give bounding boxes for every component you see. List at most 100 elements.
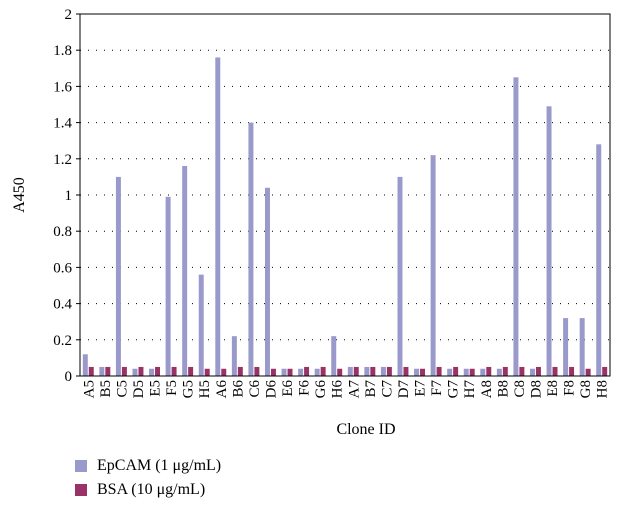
bar-bsa-B8 bbox=[502, 366, 508, 376]
x-tick-label: H7 bbox=[462, 380, 478, 399]
bar-bsa-E7 bbox=[420, 368, 425, 376]
x-tick-label: F6 bbox=[297, 380, 313, 396]
bar-epcam-E8 bbox=[546, 106, 552, 376]
legend-item-bsa: BSA (10 μg/mL) bbox=[75, 478, 221, 502]
bar-bsa-D8 bbox=[535, 366, 541, 376]
legend-label-epcam: EpCAM (1 μg/mL) bbox=[97, 457, 222, 474]
x-tick-label: G6 bbox=[313, 380, 329, 399]
bar-epcam-F8 bbox=[563, 318, 569, 376]
x-tick-label: F8 bbox=[562, 380, 578, 396]
legend-label-bsa: BSA (10 μg/mL) bbox=[97, 481, 206, 498]
bar-epcam-G5 bbox=[182, 166, 188, 376]
x-tick-label: B5 bbox=[98, 380, 114, 398]
bar-bsa-H6 bbox=[337, 368, 343, 376]
bar-bsa-G5 bbox=[188, 366, 194, 376]
x-tick-label: B8 bbox=[495, 380, 511, 398]
y-tick-label: 1.4 bbox=[53, 116, 72, 132]
x-tick-label: A7 bbox=[346, 380, 362, 399]
bar-bsa-E8 bbox=[552, 366, 558, 376]
y-axis-title: A450 bbox=[11, 177, 28, 213]
x-tick-label: C8 bbox=[512, 380, 528, 398]
bar-bsa-E5 bbox=[155, 366, 160, 376]
grid-lines bbox=[80, 49, 610, 341]
bar-epcam-H8 bbox=[596, 144, 602, 376]
bar-bsa-B5 bbox=[105, 366, 111, 376]
x-axis-title: Clone ID bbox=[336, 421, 395, 438]
x-tick-label: B6 bbox=[230, 380, 246, 398]
bar-epcam-F5 bbox=[165, 196, 171, 376]
bar-bsa-G8 bbox=[585, 368, 591, 376]
bar-bsa-C7 bbox=[386, 366, 392, 376]
bar-epcam-H7 bbox=[463, 368, 469, 376]
y-tick-label: 1.6 bbox=[53, 79, 72, 95]
bar-epcam-C8 bbox=[513, 77, 519, 376]
bar-bsa-B6 bbox=[237, 366, 243, 376]
x-tick-label: C5 bbox=[114, 380, 130, 398]
x-tick-label: D5 bbox=[131, 380, 147, 398]
bar-bsa-H5 bbox=[204, 368, 210, 376]
bar-bsa-F6 bbox=[304, 366, 310, 376]
y-tick-label: 0.4 bbox=[53, 297, 72, 313]
x-tick-label: A5 bbox=[81, 380, 97, 398]
legend-item-epcam: EpCAM (1 μg/mL) bbox=[75, 454, 221, 478]
x-tick-label: D8 bbox=[528, 380, 544, 398]
legend-swatch-bsa bbox=[75, 484, 87, 496]
x-tick-label: A8 bbox=[479, 380, 495, 398]
x-tick-label: F5 bbox=[164, 380, 180, 396]
bar-epcam-G8 bbox=[579, 318, 585, 376]
bar-bsa-H7 bbox=[469, 368, 475, 376]
y-tick-label: 0 bbox=[65, 369, 73, 385]
bar-bsa-G6 bbox=[320, 366, 326, 376]
x-axis-ticks: A5 B5 C5 D5 E5 F5 G5 H5 A6 B6 C6 D6 E6 F6 G6 H6 A7 B7 C7 D7… bbox=[81, 380, 610, 399]
x-tick-label: H6 bbox=[330, 380, 346, 399]
bar-epcam-A6 bbox=[215, 57, 221, 376]
bar-bsa-D7 bbox=[403, 366, 409, 376]
bar-bsa-F5 bbox=[171, 366, 177, 376]
x-tick-label: E8 bbox=[545, 380, 561, 397]
y-tick-label: 0.8 bbox=[53, 224, 72, 240]
x-tick-label: A6 bbox=[214, 380, 230, 399]
bar-bsa-F8 bbox=[569, 366, 575, 376]
bar-bsa-A5 bbox=[88, 366, 94, 376]
bars bbox=[82, 57, 608, 376]
bar-epcam-G6 bbox=[314, 368, 320, 376]
y-tick-label: 1.8 bbox=[53, 43, 72, 59]
bar-epcam-B6 bbox=[231, 336, 237, 376]
legend: EpCAM (1 μg/mL) BSA (10 μg/mL) bbox=[75, 454, 221, 502]
x-tick-label: G8 bbox=[578, 380, 594, 398]
bar-epcam-E5 bbox=[149, 368, 155, 376]
x-tick-label: F7 bbox=[429, 380, 445, 396]
x-tick-label: H5 bbox=[197, 380, 213, 398]
x-tick-label: H8 bbox=[595, 380, 611, 398]
bar-epcam-H6 bbox=[331, 336, 337, 376]
x-tick-label: D6 bbox=[263, 380, 279, 399]
bar-bsa-D5 bbox=[138, 366, 144, 376]
bar-epcam-D7 bbox=[397, 176, 403, 376]
bar-epcam-B7 bbox=[364, 366, 370, 376]
x-tick-label: E7 bbox=[413, 380, 429, 397]
bar-bsa-B7 bbox=[370, 366, 376, 376]
y-tick-label: 1.2 bbox=[53, 152, 72, 168]
legend-swatch-epcam bbox=[75, 460, 87, 472]
bar-epcam-H5 bbox=[198, 274, 204, 376]
bar-epcam-D5 bbox=[132, 368, 138, 376]
bar-bsa-D6 bbox=[270, 368, 276, 376]
bar-bsa-A8 bbox=[486, 366, 492, 376]
x-tick-label: C7 bbox=[379, 380, 395, 398]
x-tick-label: E6 bbox=[280, 380, 296, 397]
x-tick-label: B7 bbox=[363, 380, 379, 398]
x-tick-label: G7 bbox=[446, 380, 462, 399]
y-axis-ticks: 0 0.2 0.4 0.6 0.8 1 1.2 1.4 1.6 1.8 2 bbox=[53, 7, 80, 385]
x-tick-label: E5 bbox=[148, 380, 164, 397]
bar-bsa-C6 bbox=[254, 366, 260, 376]
bar-bsa-A6 bbox=[221, 368, 227, 376]
bar-epcam-G7 bbox=[447, 368, 453, 376]
bar-epcam-D8 bbox=[530, 368, 535, 376]
bar-epcam-E6 bbox=[281, 368, 287, 376]
bar-epcam-D6 bbox=[265, 187, 270, 376]
bar-bsa-F7 bbox=[436, 366, 442, 376]
bar-epcam-F6 bbox=[298, 368, 304, 376]
bar-epcam-B5 bbox=[99, 366, 105, 376]
bar-epcam-C6 bbox=[248, 122, 254, 376]
